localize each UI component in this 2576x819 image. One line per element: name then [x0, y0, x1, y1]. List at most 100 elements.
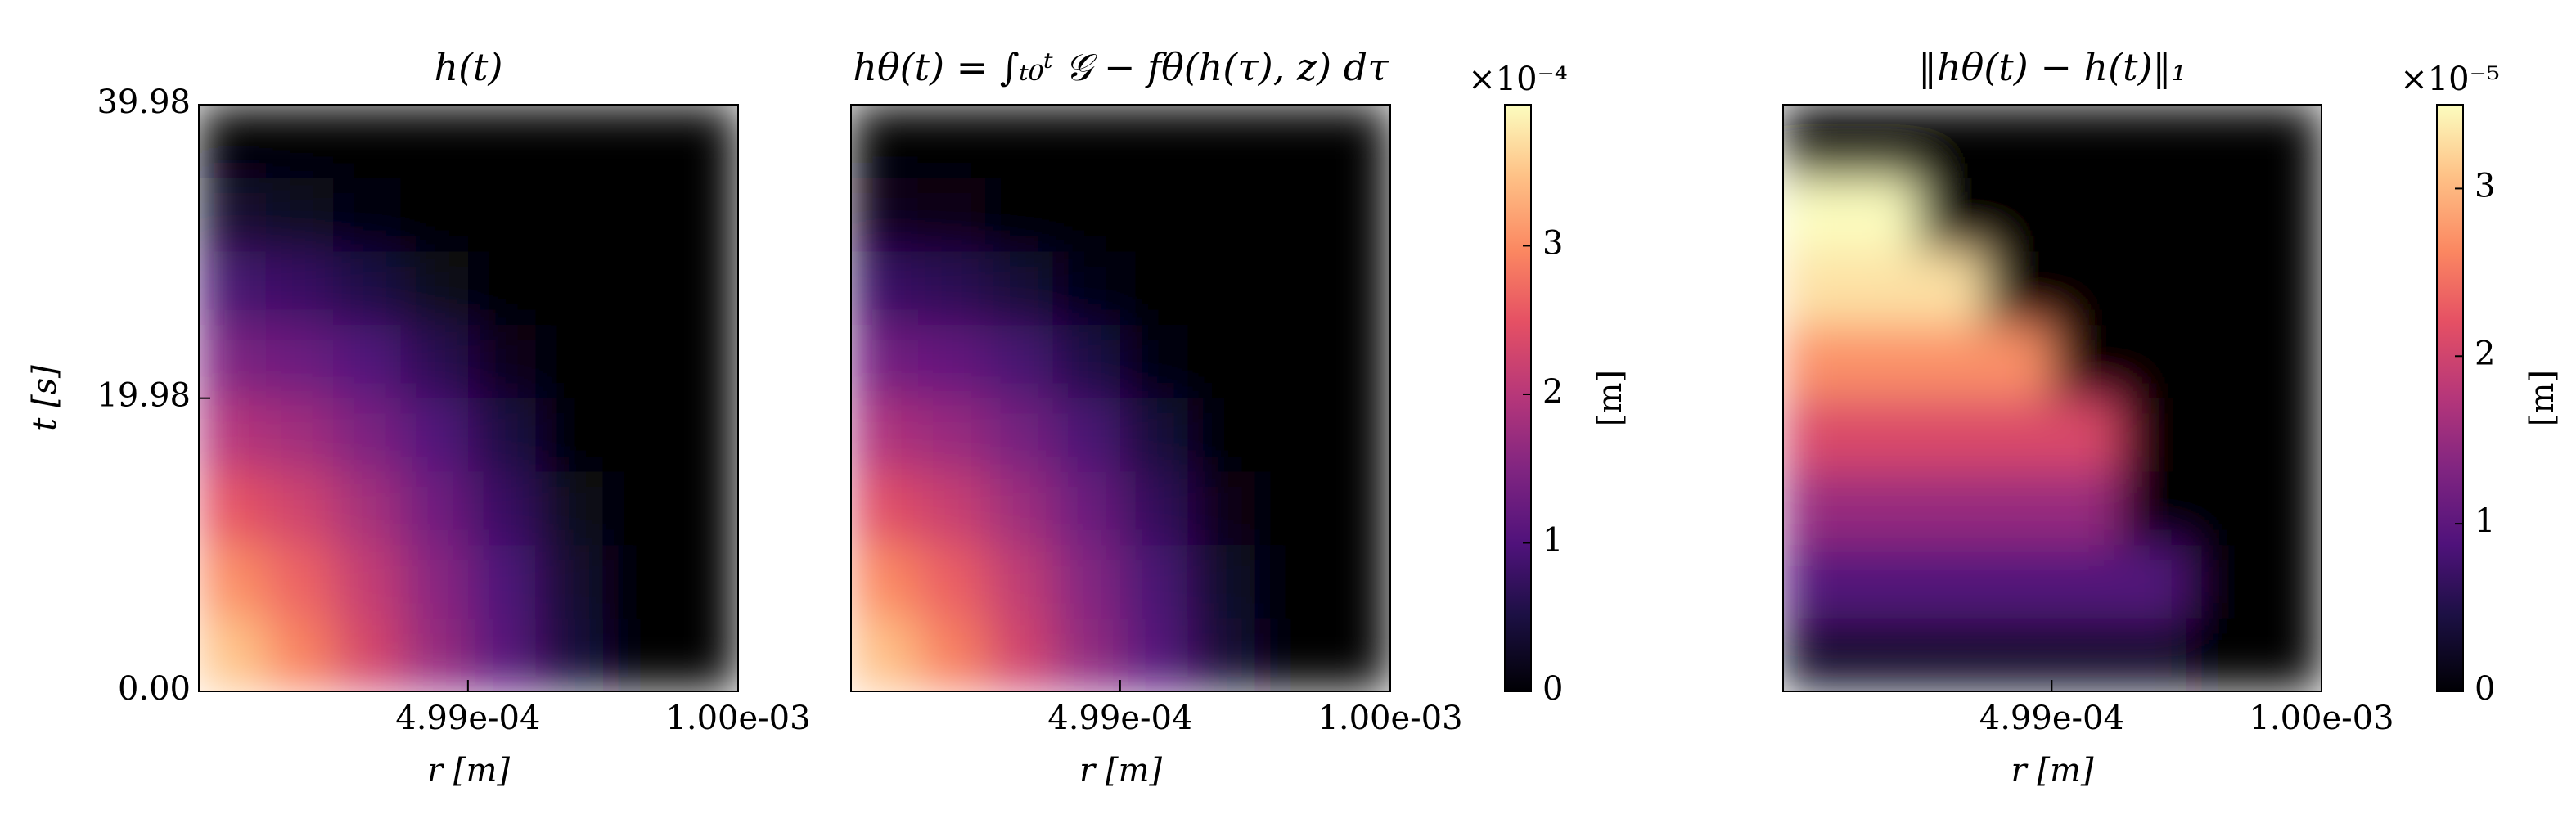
heatmap-cell — [2119, 105, 2187, 178]
heatmap-cell — [1917, 324, 1986, 398]
heatmap-cell — [1783, 470, 1851, 546]
heatmap-cell — [535, 617, 604, 691]
heatmap-cell — [1984, 250, 2053, 326]
x-tick-label: 1.00e-03 — [2249, 700, 2394, 737]
heatmap-cell — [670, 177, 738, 252]
heatmap-cell — [2051, 105, 2120, 178]
heatmap-cell — [265, 544, 335, 619]
heatmap-cell — [199, 397, 267, 472]
heatmap-cell — [1120, 544, 1189, 619]
heatmap-cell — [400, 250, 469, 326]
heatmap-cell — [1984, 544, 2053, 619]
heatmap-cell — [1187, 617, 1256, 691]
heatmap-cell — [917, 250, 987, 326]
x-axis-label: r [m] — [1079, 752, 1162, 790]
heatmap-cell — [602, 324, 672, 398]
heatmap-cell — [1187, 324, 1256, 398]
heatmap-cell — [1120, 470, 1189, 546]
y-axis-label: t [s] — [26, 365, 64, 431]
heatmap-cell — [1783, 105, 1851, 178]
colorbar-tick-label: 2 — [2475, 335, 2495, 372]
heatmap-cells — [199, 105, 738, 691]
chart-title: ‖hθ(t) − h(t)‖₁ — [1918, 45, 2186, 89]
heatmap-cell — [333, 324, 402, 398]
heatmap-cell — [1984, 324, 2053, 398]
colorbar — [1504, 104, 1532, 692]
heatmap-cell — [2254, 105, 2322, 178]
heatmap-cell — [199, 324, 267, 398]
heatmap-cell — [2254, 177, 2322, 252]
heatmap-cell — [1052, 324, 1121, 398]
heatmap-cell — [1917, 250, 1986, 326]
heatmap-cell — [2254, 324, 2322, 398]
heatmap-cell — [1322, 397, 1390, 472]
heatmap-cell — [602, 105, 672, 178]
heatmap-cell — [2051, 617, 2120, 691]
heatmap-cell — [2254, 250, 2322, 326]
heatmap-cell — [535, 324, 604, 398]
heatmap-cell — [1783, 397, 1851, 472]
heatmap-cell — [985, 105, 1054, 178]
heatmap-cell — [2186, 250, 2255, 326]
heatmap-cell — [670, 470, 738, 546]
heatmap-cell — [1322, 324, 1390, 398]
heatmap-cell — [468, 617, 537, 691]
heatmap-cell — [670, 397, 738, 472]
heatmap-cells — [1783, 105, 2322, 691]
heatmap-cell — [1254, 470, 1324, 546]
colorbar-offset: ×10⁻⁴ — [1468, 61, 1568, 98]
heatmap-cell — [333, 250, 402, 326]
heatmap-cell — [917, 617, 987, 691]
heatmap-cell — [1849, 397, 1918, 472]
heatmap-cell — [1849, 470, 1918, 546]
heatmap-cell — [851, 177, 919, 252]
heatmap-cell — [1917, 470, 1986, 546]
colorbar-tick-label: 0 — [1542, 670, 1563, 708]
heatmap-cell — [2254, 470, 2322, 546]
colorbar-offset: ×10⁻⁵ — [2400, 61, 2500, 98]
heatmap-cell — [985, 177, 1054, 252]
heatmap-cell — [2186, 105, 2255, 178]
heatmap-cell — [468, 470, 537, 546]
heatmap-cell — [535, 397, 604, 472]
heatmap-cell — [333, 544, 402, 619]
heatmap-cell — [1187, 470, 1256, 546]
heatmap-cell — [1984, 470, 2053, 546]
heatmap-cell — [851, 470, 919, 546]
heatmap-cell — [1783, 544, 1851, 619]
heatmap-cell — [2119, 177, 2187, 252]
heatmap-cell — [1917, 177, 1986, 252]
heatmap-cell — [2186, 177, 2255, 252]
heatmap — [851, 105, 1390, 691]
heatmap-cell — [333, 105, 402, 178]
heatmap-cell — [400, 617, 469, 691]
heatmap-cell — [1849, 105, 1918, 178]
heatmap-cell — [1984, 105, 2053, 178]
heatmap-cell — [1254, 544, 1324, 619]
colorbar-tick-label: 3 — [2475, 167, 2495, 205]
heatmap-cell — [400, 177, 469, 252]
heatmap-cell — [1254, 105, 1324, 178]
x-tick-label: 4.99e-04 — [395, 700, 540, 737]
heatmap-cell — [1254, 324, 1324, 398]
heatmap-cell — [1322, 105, 1390, 178]
heatmap-cell — [468, 177, 537, 252]
heatmap-cell — [199, 177, 267, 252]
heatmap-cell — [535, 544, 604, 619]
heatmap-cell — [265, 324, 335, 398]
heatmap-cell — [602, 250, 672, 326]
heatmap-cell — [333, 177, 402, 252]
heatmap-cell — [2051, 397, 2120, 472]
heatmap-cell — [670, 617, 738, 691]
heatmap-cell — [1917, 617, 1986, 691]
heatmap-cell — [1917, 544, 1986, 619]
heatmap-cell — [1052, 177, 1121, 252]
heatmap-cell — [1120, 324, 1189, 398]
heatmap-cell — [1984, 177, 2053, 252]
heatmap-cell — [917, 105, 987, 178]
colorbar-label: [m] — [1592, 370, 1629, 426]
heatmap-cell — [917, 324, 987, 398]
heatmap-cell — [1052, 250, 1121, 326]
heatmap-cell — [2186, 544, 2255, 619]
x-tick-label: 1.00e-03 — [1317, 700, 1462, 737]
